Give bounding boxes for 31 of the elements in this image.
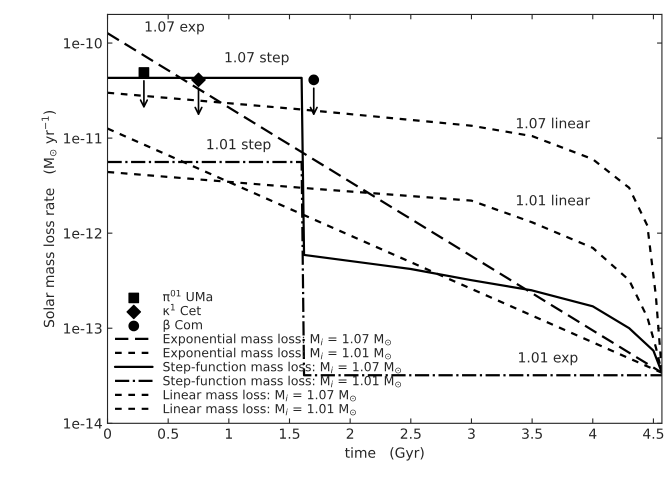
legend-label: κ$^{1}$ Cet: [164, 304, 201, 316]
y-tick-label: 1e-12: [64, 228, 102, 239]
legend-label: π$^{01}$ UMa: [162, 290, 212, 302]
annotation: 1.01 step: [207, 138, 270, 152]
y-tick-label: 1e-10: [64, 38, 102, 49]
legend-label: Step-function mass loss: M$_{i}$ = 1.07 M$_{⊙}$: [163, 362, 402, 374]
x-tick-label: 3: [468, 428, 475, 439]
annotation: 1.01 exp: [519, 352, 578, 366]
annotation: 1.01 linear: [516, 194, 590, 206]
x-tick-label: 1.5: [280, 428, 300, 439]
annotation: 1.07 step: [226, 52, 289, 66]
y-tick-label: 1e-11: [64, 133, 102, 144]
annotation: 1.07 exp: [146, 21, 204, 34]
legend-label: Linear mass loss: M$_{i}$ = 1.07 M$_{⊙}$: [164, 390, 356, 402]
x-tick-label: 0.5: [158, 428, 178, 439]
y-tick-label: 1e-13: [64, 323, 102, 334]
x-axis-title: time (Gyr): [345, 447, 424, 461]
x-tick-label: 2: [346, 428, 354, 439]
annotation: 1.07 linear: [516, 118, 590, 128]
y-tick-label: 1e-14: [64, 418, 102, 429]
legend-label: β Com: [164, 320, 202, 332]
legend-label: Exponential mass loss: M$_{i}$ = 1.07 M$_{⊙}$: [164, 334, 391, 346]
x-tick-label: 3.5: [522, 428, 542, 439]
x-tick-label: 1: [226, 428, 232, 439]
y-axis-title: Solar mass loss rate (M$_{⊙}$ yr$^{−1}$): [42, 111, 57, 328]
legend-label: Linear mass loss: M$_{i}$ = 1.01 M$_{⊙}$: [164, 404, 356, 416]
x-tick-label: 0: [104, 428, 112, 439]
legend-label: Step-function mass loss: M$_{i}$ = 1.01 M$_{⊙}$: [163, 376, 402, 388]
x-tick-label: 2.5: [400, 428, 421, 439]
x-tick-label: 4.5: [643, 428, 664, 439]
x-tick-label: 4: [589, 428, 596, 439]
